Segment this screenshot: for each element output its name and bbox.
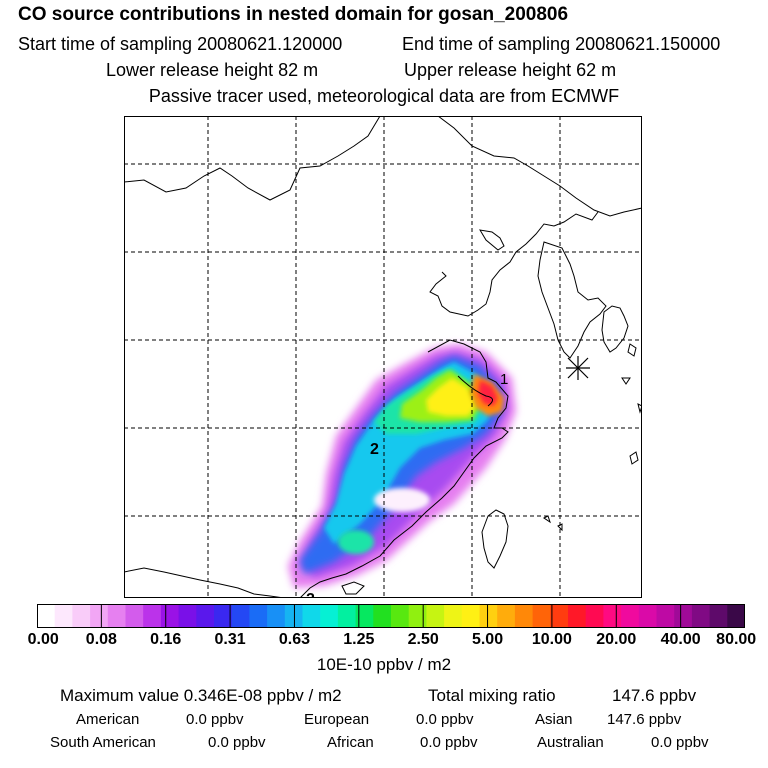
colorbar-cell bbox=[709, 604, 728, 628]
colorbar-tick-label: 5.00 bbox=[471, 631, 504, 648]
colorbar-cell bbox=[621, 604, 640, 628]
colorbar-cell bbox=[72, 604, 91, 628]
colorbar-tick-label: 1.25 bbox=[343, 631, 375, 648]
colorbar-cell bbox=[514, 604, 534, 628]
american-label: American bbox=[76, 711, 140, 728]
colorbar-cell bbox=[54, 604, 73, 628]
colorbar-tick-label: 0.08 bbox=[85, 631, 117, 648]
european-label: European bbox=[304, 711, 370, 728]
colorbar-cell bbox=[125, 604, 144, 628]
concentration-plume bbox=[288, 344, 516, 588]
colorbar-tick-label: 0.63 bbox=[278, 631, 311, 648]
south-american-value: 0.0 ppbv bbox=[208, 734, 266, 751]
colorbar-tick-label: 0.00 bbox=[27, 631, 59, 648]
map-title: CO source contributions in nested domain… bbox=[18, 4, 569, 25]
colorbar-cell bbox=[656, 604, 675, 628]
colorbar-units: 10E-10 ppbv / m2 bbox=[316, 655, 452, 674]
colorbar-cell bbox=[214, 604, 233, 628]
map-panel: 1 2 2 bbox=[124, 116, 642, 598]
tracer-note: Passive tracer used, meteorological data… bbox=[148, 86, 620, 106]
colorbar-cell bbox=[373, 604, 392, 628]
colorbar-tick-label: 20.00 bbox=[596, 631, 637, 648]
colorbar-cell bbox=[408, 604, 427, 628]
colorbar-cell bbox=[479, 604, 498, 628]
american-value: 0.0 ppbv bbox=[186, 711, 244, 728]
colorbar-cell bbox=[461, 604, 480, 628]
end-time-label: End time of sampling 20080621.150000 bbox=[402, 34, 721, 54]
colorbar-cell bbox=[284, 604, 303, 628]
total-mixing-ratio-value: 147.6 ppbv bbox=[612, 686, 697, 705]
south-american-label: South American bbox=[50, 734, 156, 751]
colorbar-cell bbox=[160, 604, 180, 628]
asian-value: 147.6 ppbv bbox=[607, 711, 682, 728]
colorbar-cell bbox=[444, 604, 463, 628]
colorbar-cell bbox=[355, 604, 374, 628]
colorbar-tick-label: 0.31 bbox=[214, 631, 246, 648]
colorbar-cell bbox=[497, 604, 516, 628]
map-gridlines bbox=[124, 116, 642, 598]
colorbar bbox=[37, 604, 745, 628]
source-label-2: 2 bbox=[370, 441, 379, 458]
colorbar-cell bbox=[603, 604, 622, 628]
colorbar-cell bbox=[391, 604, 410, 628]
african-label: African bbox=[327, 734, 374, 751]
colorbar-tick-label: 80.00 bbox=[716, 631, 757, 648]
colorbar-cell bbox=[231, 604, 250, 628]
african-value: 0.0 ppbv bbox=[420, 734, 478, 751]
coastlines bbox=[124, 116, 642, 598]
upper-release-height: Upper release height 62 m bbox=[404, 60, 617, 80]
colorbar-tick-label: 40.00 bbox=[660, 631, 701, 648]
australian-label: Australian bbox=[537, 734, 604, 751]
colorbar-cell bbox=[196, 604, 215, 628]
colorbar-cell bbox=[674, 604, 693, 628]
map-frame bbox=[124, 116, 642, 598]
colorbar-cell bbox=[727, 604, 745, 628]
colorbar-cell bbox=[37, 604, 56, 628]
colorbar-cell bbox=[550, 604, 569, 628]
source-label-3: 2 bbox=[306, 591, 315, 598]
colorbar-cell bbox=[107, 604, 126, 628]
colorbar-cell bbox=[249, 604, 268, 628]
colorbar-cell bbox=[691, 604, 711, 628]
colorbar-tick-label: 10.00 bbox=[531, 631, 572, 648]
colorbar-cell bbox=[267, 604, 286, 628]
australian-value: 0.0 ppbv bbox=[651, 734, 709, 751]
colorbar-cell bbox=[320, 604, 339, 628]
start-time-label: Start time of sampling 20080621.120000 bbox=[18, 34, 343, 54]
colorbar-cell bbox=[638, 604, 657, 628]
colorbar-cell bbox=[143, 604, 162, 628]
total-mixing-ratio-label: Total mixing ratio bbox=[428, 686, 556, 705]
colorbar-cell bbox=[568, 604, 587, 628]
colorbar-tick-label: 0.16 bbox=[150, 631, 182, 648]
colorbar-cell bbox=[90, 604, 109, 628]
asian-label: Asian bbox=[535, 711, 573, 728]
colorbar-cell bbox=[178, 604, 197, 628]
european-value: 0.0 ppbv bbox=[416, 711, 474, 728]
colorbar-cell bbox=[532, 604, 551, 628]
lower-release-height: Lower release height 82 m bbox=[106, 60, 319, 80]
source-label-1: 1 bbox=[500, 371, 508, 388]
colorbar-cell bbox=[426, 604, 445, 628]
colorbar-cell bbox=[585, 604, 604, 628]
colorbar-cell bbox=[337, 604, 357, 628]
receptor-marker bbox=[566, 356, 590, 380]
colorbar-cell bbox=[302, 604, 321, 628]
maximum-value: Maximum value 0.346E-08 ppbv / m2 bbox=[60, 686, 342, 705]
colorbar-tick-label: 2.50 bbox=[407, 631, 439, 648]
